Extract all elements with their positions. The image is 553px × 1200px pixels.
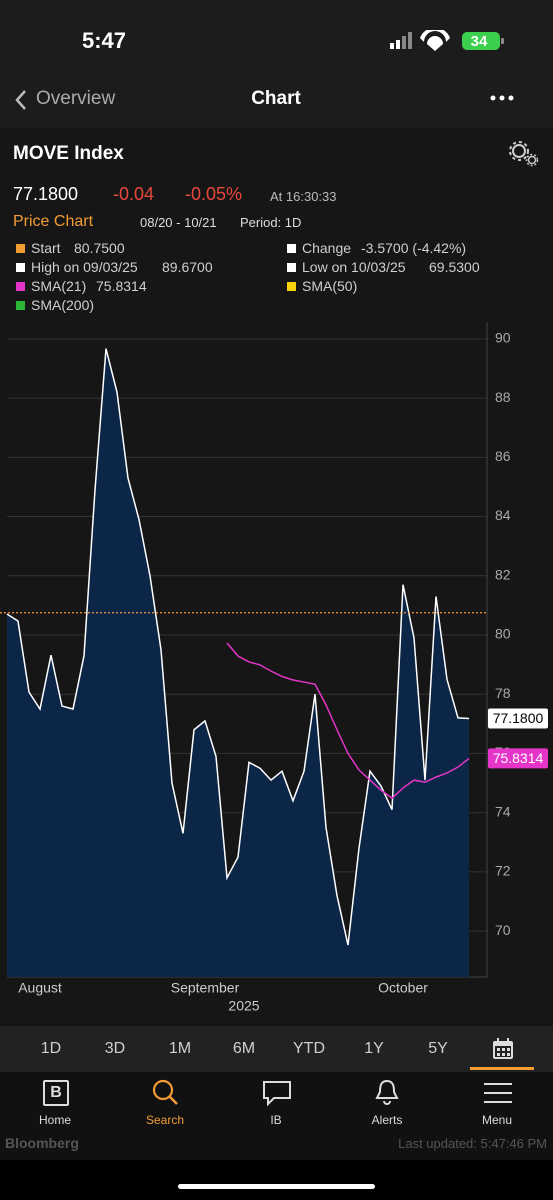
legend-swatch [287, 263, 296, 272]
legend-swatch [16, 263, 25, 272]
alerts-icon[interactable] [374, 1078, 400, 1106]
y-tick-label: 72 [495, 863, 511, 879]
x-tick-label: September [171, 980, 240, 996]
line [226, 642, 470, 800]
more-button[interactable] [488, 93, 518, 103]
legend-label: SMA(50) [302, 278, 358, 294]
period-button[interactable]: 6M [232, 1040, 256, 1057]
ib-icon[interactable] [262, 1080, 292, 1106]
y-tick-label: 70 [495, 922, 511, 938]
legend-label: High on 09/03/25 [31, 259, 138, 275]
value-label: 77.1800 [493, 710, 544, 726]
chart: 7072747678808284868890AugustSeptemberOct… [0, 322, 548, 1014]
back-button[interactable]: Overview [36, 88, 116, 109]
tab-bar [0, 1072, 553, 1160]
legend-label: SMA(200) [31, 297, 95, 313]
tab-label[interactable]: Search [145, 1113, 185, 1127]
calendar-button[interactable] [492, 1038, 514, 1060]
y-tick-label: 90 [495, 330, 511, 346]
legend-swatch [16, 301, 25, 310]
area [7, 348, 469, 977]
y-tick-label: 74 [495, 803, 511, 819]
x-axis-label: 2025 [228, 998, 259, 1014]
tab-label[interactable]: Alerts [371, 1113, 403, 1127]
date-range: 08/20 - 10/21 [140, 215, 217, 230]
value-tag [488, 748, 548, 769]
period-button[interactable]: 1Y [364, 1040, 384, 1057]
tab-label[interactable]: IB [270, 1113, 282, 1127]
legend-value: -3.5700 (-4.42%) [361, 240, 467, 256]
legend-swatch [287, 282, 296, 291]
legend-swatch [16, 282, 25, 291]
legend-swatch [287, 244, 296, 253]
y-tick-label: 82 [495, 566, 511, 582]
tab-label[interactable]: Menu [481, 1113, 513, 1127]
top-bar [0, 0, 553, 128]
status-icons: 34 [390, 30, 504, 51]
legend-value: 89.6700 [162, 259, 213, 275]
legend-label: SMA(21) [31, 278, 87, 294]
clock: 5:47 [82, 28, 127, 53]
page-title: Chart [251, 88, 301, 109]
quote-time: At 16:30:33 [270, 189, 337, 204]
x-tick-label: October [378, 980, 428, 996]
y-tick-label: 86 [495, 448, 511, 464]
y-tick-label: 84 [495, 507, 511, 523]
period: Period: 1D [240, 215, 302, 230]
legend-swatch [16, 244, 25, 253]
menu-icon[interactable] [484, 1082, 512, 1104]
search-icon[interactable] [151, 1079, 179, 1107]
legend-label: Change [302, 240, 352, 256]
y-tick-label: 88 [495, 389, 511, 405]
home-indicator [178, 1184, 375, 1189]
security-name: MOVE Index [13, 143, 124, 164]
net-change: -0.04 [113, 184, 155, 204]
back-icon[interactable] [14, 89, 28, 111]
period-button[interactable]: 3D [104, 1040, 126, 1057]
period-button[interactable]: 1M [168, 1040, 192, 1057]
legend-value: 75.8314 [96, 278, 147, 294]
legend-value: 69.5300 [429, 259, 480, 275]
x-tick-label: August [18, 980, 62, 996]
period-button[interactable]: YTD [293, 1040, 325, 1057]
last-updated: Last updated: 5:47:46 PM [398, 1136, 547, 1151]
home-icon[interactable]: B [43, 1080, 69, 1106]
value-tag [488, 708, 548, 729]
battery-level: 34 [471, 33, 488, 50]
legend-label: Start [31, 240, 61, 256]
pct-change: -0.05% [185, 184, 243, 204]
y-tick-label: 80 [495, 626, 511, 642]
chart-title: Price Chart [13, 213, 94, 230]
legend-value: 80.7500 [74, 240, 125, 256]
last-price: 77.1800 [13, 184, 79, 204]
y-tick-label: 78 [495, 685, 511, 701]
period-bar [0, 1026, 553, 1072]
period-button[interactable]: 1D [40, 1040, 62, 1057]
period-button[interactable]: 5Y [428, 1040, 448, 1057]
brand: Bloomberg [5, 1135, 79, 1151]
settings-button[interactable] [508, 140, 540, 168]
period-selected [470, 1067, 534, 1070]
legend-label: Low on 10/03/25 [302, 259, 406, 275]
value-label: 75.8314 [493, 750, 544, 766]
tab-label[interactable]: Home [38, 1113, 72, 1127]
line [6, 348, 470, 946]
